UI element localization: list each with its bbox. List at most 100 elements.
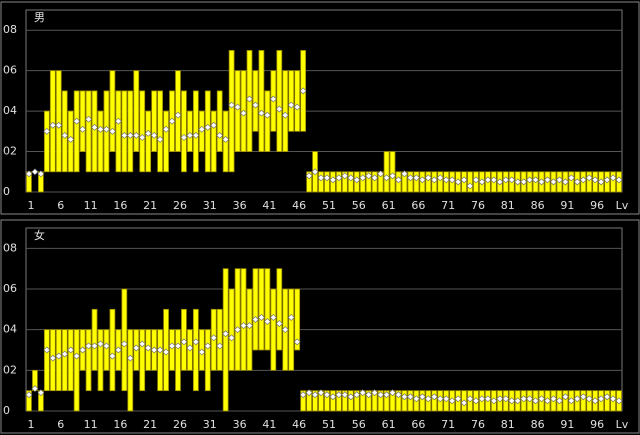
range-bar	[151, 90, 158, 152]
mean-marker	[73, 117, 81, 125]
x-tick-label: 76	[471, 199, 485, 212]
x-tick-label: 26	[173, 199, 187, 212]
mean-marker	[257, 109, 265, 117]
mean-marker	[168, 342, 176, 350]
mean-marker	[144, 344, 152, 352]
mean-marker	[377, 391, 385, 399]
mean-marker	[573, 178, 581, 186]
mean-marker	[454, 395, 462, 403]
mean-marker	[538, 395, 545, 403]
range-bar	[187, 110, 193, 152]
mean-marker	[246, 322, 253, 330]
mean-marker	[120, 340, 128, 348]
mean-marker	[430, 393, 438, 401]
mean-marker	[31, 385, 39, 393]
mean-marker	[478, 395, 486, 403]
mean-marker	[591, 397, 599, 405]
range-bar	[109, 308, 116, 392]
range-bar	[91, 308, 98, 371]
mean-marker	[585, 395, 593, 403]
mean-marker	[341, 391, 349, 399]
mean-marker	[389, 172, 396, 180]
mean-marker	[561, 178, 569, 186]
mean-marker	[97, 340, 104, 348]
y-tick-label: 02	[3, 363, 17, 376]
range-bar	[264, 90, 271, 152]
mean-marker	[180, 133, 188, 141]
range-bar	[353, 390, 360, 412]
mean-marker	[412, 395, 420, 403]
range-bar	[55, 329, 62, 392]
mean-marker	[305, 389, 313, 397]
mean-marker	[591, 176, 599, 184]
mean-marker	[323, 174, 331, 182]
x-tick-label: 41	[262, 418, 276, 431]
mean-marker	[252, 316, 259, 323]
range-bar	[240, 268, 247, 371]
mean-marker	[186, 344, 194, 352]
mean-marker	[532, 176, 540, 184]
range-bar	[324, 171, 330, 193]
mean-marker	[424, 395, 432, 403]
range-bar	[204, 329, 211, 392]
mean-marker	[216, 342, 224, 350]
mean-marker	[174, 111, 182, 119]
mean-marker	[383, 391, 391, 399]
mean-marker	[550, 395, 557, 403]
range-bar	[26, 390, 32, 412]
mean-marker	[275, 105, 283, 113]
range-bar	[157, 90, 163, 173]
mean-marker	[240, 322, 247, 330]
range-bar	[157, 329, 163, 392]
mean-marker	[597, 178, 605, 186]
mean-marker	[162, 348, 170, 356]
mean-marker	[460, 399, 468, 407]
mean-marker	[126, 131, 134, 139]
mean-marker	[246, 95, 253, 103]
mean-marker	[299, 87, 307, 95]
mean-marker	[460, 176, 468, 184]
x-tick-label: 86	[531, 199, 545, 212]
mean-marker	[561, 393, 569, 401]
mean-marker	[484, 176, 492, 184]
range-bar	[97, 329, 104, 392]
x-tick-label: 16	[113, 199, 127, 212]
mean-marker	[156, 346, 164, 354]
range-bar	[192, 308, 199, 392]
mean-marker	[25, 391, 33, 399]
range-bar	[258, 268, 265, 351]
x-tick-label: 41	[262, 199, 276, 212]
x-tick-label: 71	[441, 199, 455, 212]
range-bar	[395, 390, 402, 412]
range-bar	[407, 171, 414, 193]
mean-marker	[55, 121, 63, 129]
mean-marker	[514, 178, 522, 186]
range-bar	[300, 390, 307, 412]
y-tick-label: 0	[3, 404, 10, 417]
mean-marker	[502, 395, 510, 403]
mean-marker	[162, 125, 170, 133]
x-tick-label: 46	[292, 199, 306, 212]
range-bar	[347, 171, 354, 193]
mean-marker	[597, 395, 605, 403]
x-tick-label: 81	[501, 199, 515, 212]
mean-marker	[335, 391, 343, 399]
range-bar	[341, 390, 348, 412]
x-tick-label: 56	[352, 199, 366, 212]
mean-marker	[73, 352, 81, 360]
mean-marker	[91, 123, 98, 131]
mean-marker	[186, 131, 194, 139]
range-bar	[91, 90, 98, 173]
range-bar	[228, 50, 235, 173]
mean-marker	[567, 174, 575, 182]
range-bar	[604, 390, 610, 412]
mean-marker	[25, 170, 33, 178]
x-tick-label: 71	[441, 418, 455, 431]
x-tick-label: 31	[203, 199, 217, 212]
mean-marker	[383, 174, 391, 182]
mean-marker	[114, 346, 122, 354]
range-bar	[252, 70, 259, 132]
range-bar	[139, 90, 146, 173]
x-axis-label: Lv	[616, 199, 629, 212]
